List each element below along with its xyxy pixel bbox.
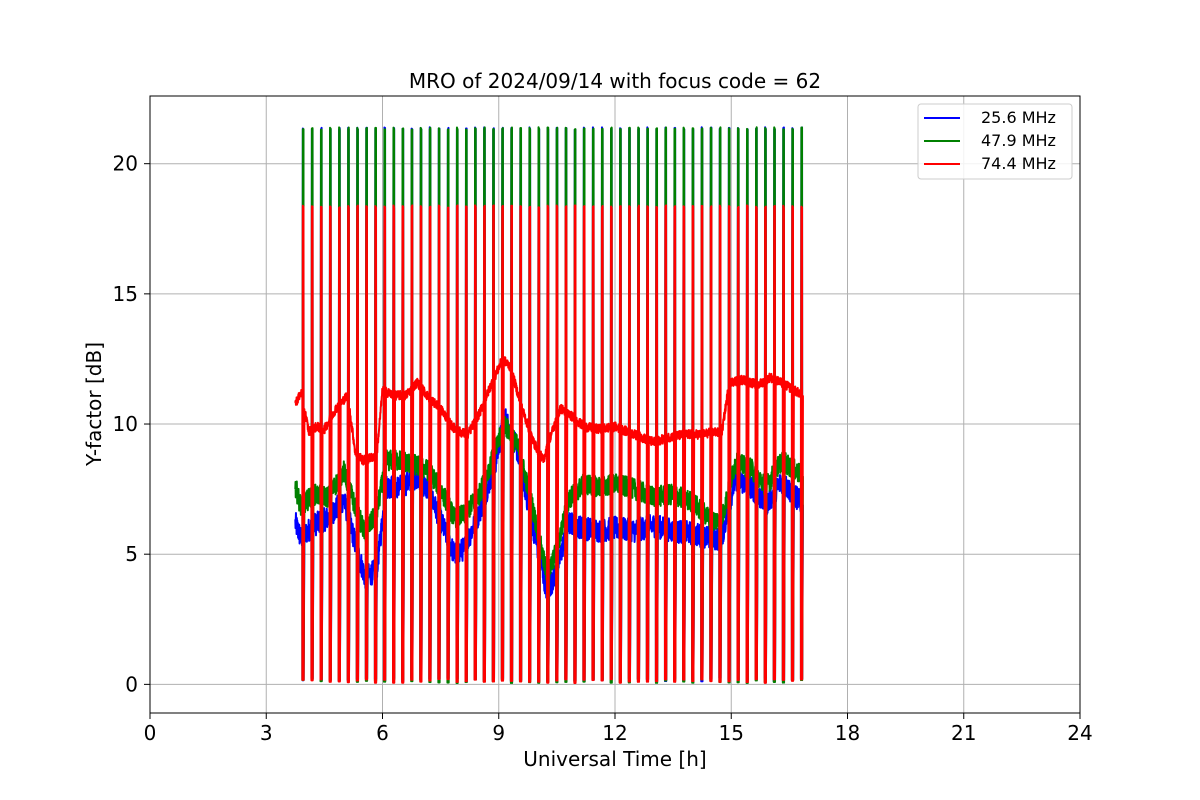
legend: 25.6 MHz 47.9 MHz 74.4 MHz: [917, 103, 1073, 180]
x-tick-label: 6: [376, 721, 389, 745]
x-axis-label: Universal Time [h]: [523, 747, 706, 771]
y-axis-label: Y-factor [dB]: [82, 342, 106, 467]
x-tick-label: 12: [602, 721, 627, 745]
x-tick-label: 0: [144, 721, 157, 745]
y-tick-label: 20: [113, 152, 138, 176]
y-tick-label: 0: [125, 672, 138, 696]
chart-title: MRO of 2024/09/14 with focus code = 62: [409, 69, 821, 93]
legend-box: [917, 103, 1073, 180]
legend-label-47-9: 47.9 MHz: [981, 131, 1056, 150]
x-tick-label: 21: [951, 721, 976, 745]
plot-area: [294, 126, 804, 685]
legend-label-74-4: 74.4 MHz: [981, 154, 1056, 173]
x-tick-label: 18: [835, 721, 860, 745]
x-tick-label: 24: [1067, 721, 1092, 745]
x-axis: 0 3 6 9 12 15 18 21 24: [144, 713, 1093, 745]
x-tick-label: 3: [260, 721, 273, 745]
x-tick-label: 9: [492, 721, 505, 745]
y-tick-label: 15: [113, 282, 138, 306]
series-line: [294, 204, 804, 685]
y-axis: 0 5 10 15 20: [113, 152, 150, 696]
series-74-4-mhz: [294, 204, 804, 685]
y-tick-label: 5: [125, 542, 138, 566]
legend-label-25-6: 25.6 MHz: [981, 108, 1056, 127]
series-layer: [294, 126, 804, 685]
y-tick-label: 10: [113, 412, 138, 436]
x-tick-label: 15: [719, 721, 744, 745]
